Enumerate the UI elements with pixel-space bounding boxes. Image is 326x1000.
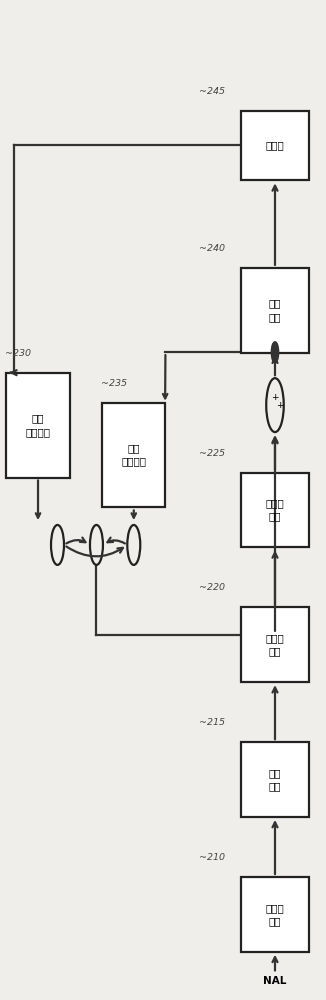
Text: ~225: ~225 [199,449,225,458]
FancyBboxPatch shape [241,877,309,952]
Text: ~240: ~240 [199,244,225,253]
Text: ~215: ~215 [199,718,225,727]
Text: 重排
模塊: 重排 模塊 [269,768,281,791]
FancyBboxPatch shape [102,403,165,507]
FancyBboxPatch shape [241,268,309,353]
Text: 去量化
模塊: 去量化 模塊 [266,633,284,656]
Text: ~235: ~235 [100,379,126,388]
Text: 幀內
預測模塊: 幀內 預測模塊 [121,443,146,467]
Text: ~220: ~220 [199,583,225,592]
Text: ~230: ~230 [5,349,31,358]
Text: 反變換
模塊: 反變換 模塊 [266,498,284,522]
Text: ~245: ~245 [199,87,225,96]
Text: ~210: ~210 [199,853,225,862]
FancyBboxPatch shape [241,473,309,547]
FancyBboxPatch shape [241,607,309,682]
Text: 存儲器: 存儲器 [266,140,284,150]
Text: 過濾
模塊: 過濾 模塊 [269,299,281,322]
Circle shape [272,342,278,362]
FancyBboxPatch shape [241,111,309,180]
Text: NAL: NAL [263,976,287,986]
Text: 幀間
預測模塊: 幀間 預測模塊 [25,414,51,437]
Text: +: + [271,393,278,402]
Text: +: + [276,401,284,410]
Text: 熵解碼
模塊: 熵解碼 模塊 [266,903,284,926]
FancyBboxPatch shape [7,373,70,478]
FancyBboxPatch shape [241,742,309,817]
